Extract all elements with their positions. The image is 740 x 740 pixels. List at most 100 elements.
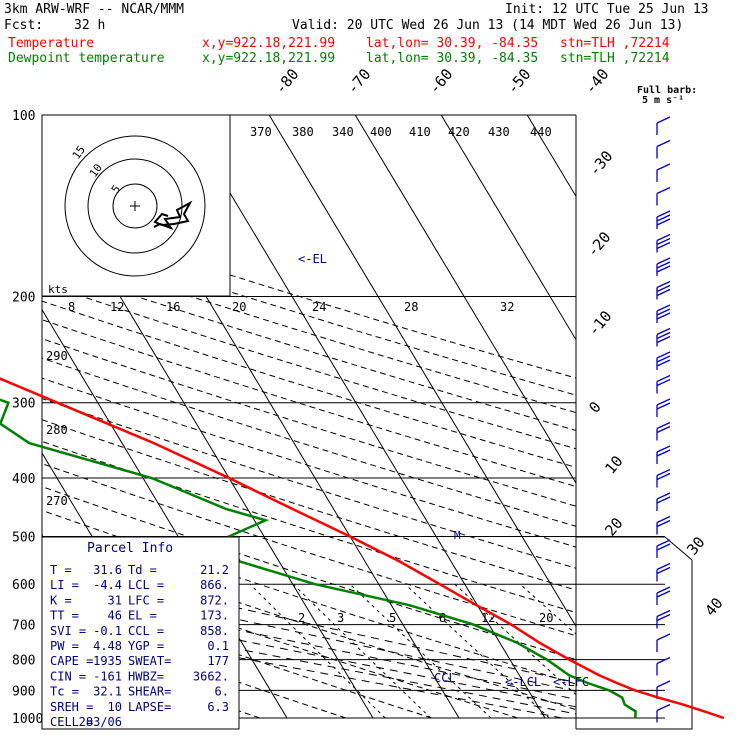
hodograph-rings — [64, 135, 206, 277]
parcel-info-title: Parcel Info — [87, 541, 173, 556]
dewpoint-legend-xy: x,y=922.18,221.99 — [202, 51, 336, 66]
ccl-marker: CCL — [434, 671, 456, 685]
dewpoint-legend-latlon: lat,lon= 30.39, -84.35 — [366, 51, 539, 66]
dry-adiabat-line — [42, 300, 576, 468]
temperature-legend-latlon: lat,lon= 30.39, -84.35 — [366, 36, 539, 51]
hodograph-center-cross — [130, 201, 140, 211]
wind-barbs — [656, 116, 671, 723]
lower-panel-outline — [576, 536, 693, 730]
pressure-tick-label: 200 — [12, 291, 35, 306]
parcel-info-rows: T = 31.6 Td = 21.2 LI = -4.4 LCL = 866. K = 31 LFC… — [50, 563, 229, 729]
pressure-tick-label: 800 — [12, 654, 35, 669]
isotherm-label: -80 — [271, 65, 302, 97]
isotherm-label: -30 — [585, 147, 616, 179]
wind-barb — [656, 139, 671, 159]
theta-label: 380 — [292, 125, 314, 139]
mixing-ratio-label-top: 20 — [232, 300, 246, 314]
parcel-info-cell: TT = — [50, 609, 79, 623]
mixing-ratio-label-top: 8 — [68, 300, 75, 314]
dry-adiabat-line — [42, 559, 519, 719]
theta-label: 370 — [250, 125, 272, 139]
parcel-info-cell: 1935 — [93, 654, 122, 668]
isotherm-label: -70 — [343, 65, 374, 97]
isotherm-line — [268, 115, 576, 628]
dewpoint-legend-station: stn=TLH ,72214 — [560, 51, 670, 66]
hodograph-ring-label-10: 10 — [87, 161, 105, 179]
barb-key-line2: 5 m s⁻¹ — [642, 95, 684, 106]
parcel-info-cell: Tc = — [50, 685, 79, 699]
mixing-ratio-line — [249, 583, 386, 719]
dry-adiabat-line — [42, 230, 576, 396]
isotherm-label: 30 — [683, 533, 708, 558]
wind-barb — [656, 633, 671, 652]
wind-barb — [656, 562, 671, 582]
parcel-info-cell: LAPSE= — [128, 700, 171, 714]
theta-label-left: 290 — [46, 349, 68, 363]
wind-barb — [656, 233, 671, 253]
parcel-info-cell: 866. — [200, 578, 229, 592]
isotherm-label: -60 — [425, 65, 456, 97]
moist-adiabat-line — [42, 589, 576, 700]
mixing-ratio-line — [519, 583, 576, 635]
wind-barb — [656, 492, 671, 511]
wind-barb — [656, 257, 671, 276]
lfc-marker: <-LFC — [553, 675, 589, 689]
pressure-tick-label: 600 — [12, 578, 35, 593]
parcel-info-cell: 0.1 — [207, 639, 229, 653]
wind-barb — [656, 116, 671, 135]
wind-barb — [656, 210, 671, 229]
theta-label: 440 — [530, 125, 552, 139]
isotherm-label: 10 — [601, 452, 626, 477]
theta-label: 420 — [448, 125, 470, 139]
isotherm-label: -50 — [503, 65, 534, 97]
parcel-info-cell: HWBZ= — [128, 669, 164, 683]
isotherm-line — [613, 115, 740, 718]
theta-label: 400 — [370, 125, 392, 139]
init-time: Init: 12 UTC Tue 25 Jun 13 — [505, 2, 709, 17]
mixing-ratio-line — [349, 583, 492, 719]
wind-barb — [656, 280, 671, 300]
mixing-ratio-label-bottom: 5 — [389, 611, 396, 625]
dewpoint-legend-name: Dewpoint temperature — [8, 51, 165, 66]
temperature-legend-name: Temperature — [8, 36, 95, 51]
parcel-info-cell: -0.1 — [93, 624, 122, 638]
temperature-legend-station: stn=TLH ,72214 — [560, 36, 670, 51]
hodograph-trace — [153, 200, 193, 230]
parcel-info-cell: SHEAR= — [128, 685, 171, 699]
el-marker: <-EL — [298, 252, 327, 266]
parcel-info-cell: 872. — [200, 593, 229, 607]
lcl-marker: <-LCL — [505, 675, 541, 689]
wind-barb — [656, 656, 671, 676]
isotherm-line — [526, 115, 576, 198]
wind-barb — [656, 327, 671, 347]
hodograph-units: kts — [48, 283, 68, 296]
isotherm-label: 20 — [601, 514, 626, 539]
parcel-info-cell: LCL = — [128, 578, 164, 592]
wind-barb — [656, 421, 671, 441]
mixing-ratio-label-top: 16 — [166, 300, 180, 314]
model-title: 3km ARW-WRF -- NCAR/MMM — [4, 2, 185, 17]
parcel-info-cell: 32.1 — [93, 685, 122, 699]
parcel-info-box — [41, 536, 240, 730]
parcel-info-cell: LFC = — [128, 593, 164, 607]
parcel-info-cell: SREH = — [50, 700, 93, 714]
parcel-info-cell: SWEAT= — [128, 654, 171, 668]
parcel-info-cell: K = — [50, 593, 72, 607]
pressure-tick-label: 900 — [12, 684, 35, 699]
pressure-tick-label: 500 — [12, 530, 35, 545]
parcel-info-cell: 3662. — [193, 669, 229, 683]
wind-barb — [656, 515, 671, 535]
theta-label: 430 — [488, 125, 510, 139]
parcel-info-cell: T = — [50, 563, 72, 577]
theta-label-left: 270 — [46, 494, 68, 508]
parcel-info-cell: 46 — [108, 609, 122, 623]
parcel-info-cell: -161 — [93, 669, 122, 683]
isotherm-line — [440, 115, 576, 341]
isotherm-label: -20 — [583, 228, 614, 260]
pressure-tick-label: 300 — [12, 397, 35, 412]
parcel-info-cell: 858. — [200, 624, 229, 638]
parcel-info-cell: -4.4 — [93, 578, 122, 592]
theta-label: 410 — [409, 125, 431, 139]
parcel-info-cell: EL = — [128, 609, 157, 623]
